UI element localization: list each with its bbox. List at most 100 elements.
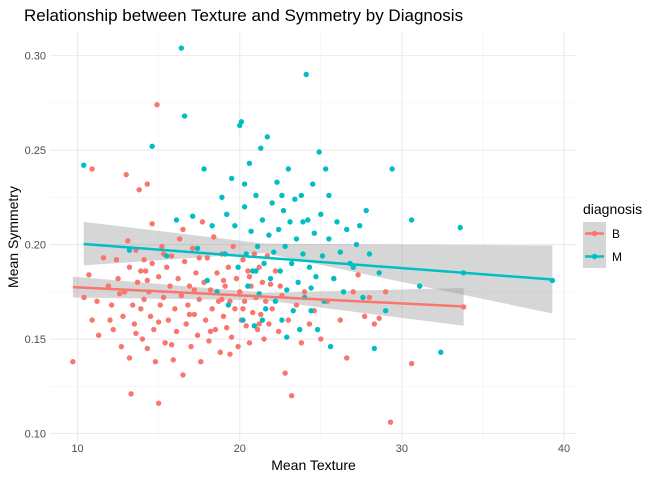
- data-point-B: [162, 340, 168, 346]
- data-point-M: [241, 204, 248, 210]
- data-point-M: [360, 294, 366, 301]
- data-point-M: [371, 345, 378, 352]
- data-point-B: [115, 275, 121, 282]
- data-point-M: [282, 243, 288, 250]
- data-point-M: [318, 211, 324, 218]
- data-point-M: [298, 192, 305, 199]
- data-point-M: [293, 236, 300, 242]
- data-point-B: [185, 302, 191, 308]
- data-point-B: [227, 351, 233, 357]
- data-point-B: [160, 294, 167, 301]
- data-point-B: [168, 253, 175, 259]
- data-point-M: [248, 228, 254, 235]
- data-point-M: [181, 113, 188, 119]
- data-point-M: [201, 166, 207, 172]
- data-point-B: [337, 317, 343, 323]
- data-point-M: [309, 181, 316, 187]
- data-point-B: [107, 317, 113, 323]
- data-point-M: [306, 264, 313, 270]
- data-point-B: [251, 251, 258, 257]
- data-point-B: [232, 306, 238, 312]
- data-point-M: [303, 71, 309, 78]
- data-point-B: [189, 245, 196, 252]
- data-point-B: [94, 298, 100, 304]
- data-point-B: [196, 296, 202, 303]
- data-point-B: [89, 166, 95, 172]
- data-point-B: [249, 309, 256, 316]
- data-point-B: [285, 317, 292, 323]
- legend-label: M: [612, 250, 622, 264]
- data-point-M: [284, 287, 290, 293]
- data-point-M: [81, 162, 87, 168]
- data-point-M: [224, 211, 230, 218]
- data-point-B: [126, 355, 133, 361]
- data-point-B: [155, 273, 162, 280]
- data-point-M: [251, 323, 258, 329]
- legend-title: diagnosis: [583, 201, 642, 217]
- data-point-M: [417, 283, 423, 289]
- data-point-B: [272, 268, 279, 274]
- x-axis-title: Mean Texture: [271, 457, 356, 473]
- data-point-B: [241, 298, 248, 304]
- data-point-B: [181, 258, 188, 265]
- data-point-B: [141, 296, 147, 303]
- y-axis-title: Mean Symmetry: [5, 186, 21, 288]
- data-point-B: [222, 283, 228, 289]
- data-point-B: [194, 332, 201, 338]
- data-point-B: [240, 306, 246, 312]
- data-point-M: [327, 343, 334, 350]
- data-point-B: [139, 336, 146, 342]
- data-point-B: [371, 321, 378, 327]
- data-point-M: [262, 306, 269, 312]
- data-point-M: [308, 285, 314, 291]
- data-point-M: [311, 230, 318, 236]
- data-point-B: [70, 359, 76, 365]
- data-point-B: [259, 279, 266, 286]
- data-point-M: [290, 307, 296, 314]
- x-tick-label: 40: [558, 443, 570, 455]
- data-point-M: [245, 283, 251, 289]
- data-point-M: [264, 134, 270, 140]
- trend-lines: [72, 242, 553, 308]
- data-point-B: [149, 221, 155, 227]
- data-point-B: [204, 255, 210, 261]
- data-point-B: [157, 302, 163, 308]
- data-point-B: [155, 400, 162, 406]
- data-point-B: [269, 306, 275, 312]
- data-point-B: [318, 336, 324, 342]
- data-point-B: [186, 283, 193, 289]
- data-point-B: [256, 264, 262, 270]
- confidence-bands: [72, 221, 553, 326]
- data-point-M: [204, 277, 210, 284]
- data-point-M: [259, 317, 266, 323]
- data-point-M: [267, 275, 274, 282]
- data-point-M: [266, 232, 272, 238]
- data-point-M: [314, 326, 321, 333]
- data-point-M: [269, 200, 275, 206]
- data-point-B: [86, 272, 92, 278]
- data-point-M: [285, 166, 292, 172]
- data-point-M: [274, 179, 280, 185]
- data-point-M: [308, 307, 314, 314]
- data-point-B: [212, 326, 219, 333]
- data-point-B: [117, 290, 123, 297]
- data-point-M: [254, 243, 261, 250]
- data-point-B: [293, 302, 300, 308]
- data-point-B: [206, 338, 212, 344]
- data-point-M: [173, 217, 180, 223]
- data-point-B: [282, 370, 288, 376]
- data-point-M: [295, 279, 301, 286]
- data-point-B: [198, 359, 204, 365]
- data-point-B: [183, 321, 189, 327]
- data-point-M: [357, 222, 363, 229]
- data-point-B: [301, 289, 308, 295]
- data-point-M: [334, 219, 340, 225]
- data-point-M: [259, 217, 266, 223]
- data-point-M: [389, 166, 395, 172]
- data-point-B: [237, 289, 243, 295]
- data-point-M: [300, 251, 306, 257]
- data-point-B: [224, 324, 230, 331]
- data-point-B: [266, 321, 272, 327]
- data-point-M: [366, 251, 373, 257]
- data-point-M: [313, 273, 319, 280]
